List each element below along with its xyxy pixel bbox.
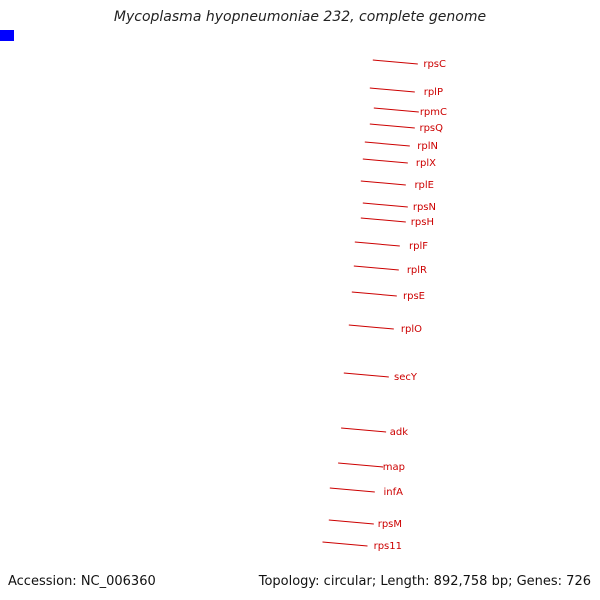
- label-leader-line: [328, 519, 374, 525]
- label-leader-line: [364, 141, 410, 147]
- label-leader-line: [329, 487, 375, 493]
- label-leader-line: [369, 87, 415, 93]
- gene-label: infA: [384, 487, 404, 498]
- label-leader-line: [338, 462, 384, 468]
- gene-label: rplE: [414, 180, 434, 191]
- label-leader-line: [372, 59, 418, 65]
- label-leader-line: [341, 427, 387, 433]
- gene-label: rplR: [407, 265, 427, 276]
- gene-label: secY: [394, 372, 418, 383]
- gene-label: adk: [390, 427, 408, 438]
- gene-label: rpmC: [420, 107, 447, 118]
- gene-label: rplP: [424, 87, 443, 98]
- label-leader-line: [360, 217, 406, 223]
- gene-label: map: [383, 462, 405, 473]
- label-leader-line: [354, 241, 400, 247]
- gene-label: rps11: [374, 541, 402, 552]
- label-leader-line: [369, 123, 415, 129]
- genome-summary: Topology: circular; Length: 892,758 bp; …: [258, 574, 591, 589]
- accession-label: Accession: NC_006360: [8, 574, 156, 589]
- gene-label: rpsN: [413, 202, 436, 213]
- gene-label: rpsM: [378, 519, 402, 530]
- gene-label: rpsE: [403, 291, 425, 302]
- gene-labels: rpsC rplP rpmC rpsQ rplN rplX rplE rpsN rpsH rplF…: [322, 59, 447, 552]
- label-leader-line: [373, 107, 419, 113]
- gene-track: [0, 30, 14, 41]
- label-leader-line: [362, 202, 408, 208]
- map-title: Mycoplasma hyopneumoniae 232, complete g…: [113, 9, 487, 25]
- label-leader-line: [360, 180, 406, 186]
- label-leader-line: [343, 372, 389, 378]
- gene-label: rplF: [409, 241, 428, 252]
- gene-label: rplO: [401, 324, 422, 335]
- label-leader-line: [353, 265, 399, 271]
- label-leader-line: [322, 541, 368, 547]
- gene-label: rplX: [416, 158, 436, 169]
- label-leader-line: [351, 291, 397, 297]
- label-leader-line: [362, 158, 408, 164]
- gene-label: rpsQ: [419, 123, 443, 134]
- gene-label: rpsC: [423, 59, 446, 70]
- reverse-gene-block: [0, 30, 14, 41]
- gene-label: rplN: [417, 141, 438, 152]
- gene-label: rpsH: [411, 217, 434, 228]
- label-leader-line: [348, 324, 394, 330]
